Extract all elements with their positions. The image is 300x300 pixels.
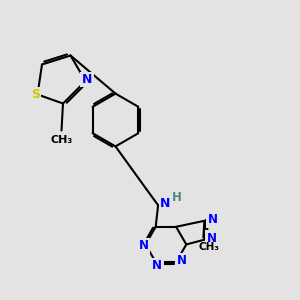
Text: H: H [172,191,182,204]
Text: S: S [31,88,40,101]
Text: N: N [139,239,149,253]
Text: N: N [206,232,216,244]
Text: N: N [152,259,162,272]
Text: CH₃: CH₃ [198,242,219,252]
Text: N: N [160,197,170,210]
Text: CH₃: CH₃ [50,135,73,145]
Text: N: N [208,213,218,226]
Text: N: N [176,254,187,267]
Text: N: N [82,73,92,86]
